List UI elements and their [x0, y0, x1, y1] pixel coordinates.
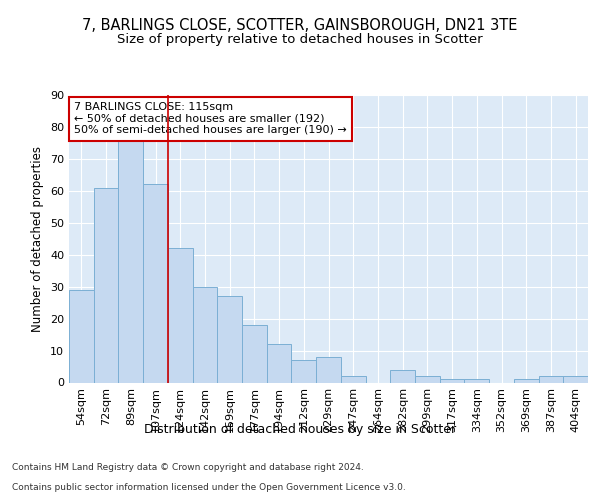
Bar [94, 188, 118, 382]
Bar [390, 370, 415, 382]
Bar [341, 376, 365, 382]
Text: Size of property relative to detached houses in Scotter: Size of property relative to detached ho… [117, 32, 483, 46]
Y-axis label: Number of detached properties: Number of detached properties [31, 146, 44, 332]
Bar [267, 344, 292, 383]
Bar [118, 140, 143, 382]
Bar [440, 380, 464, 382]
Bar [563, 376, 588, 382]
Bar [242, 325, 267, 382]
Bar [168, 248, 193, 382]
Text: 7, BARLINGS CLOSE, SCOTTER, GAINSBOROUGH, DN21 3TE: 7, BARLINGS CLOSE, SCOTTER, GAINSBOROUGH… [82, 18, 518, 32]
Text: 7 BARLINGS CLOSE: 115sqm
← 50% of detached houses are smaller (192)
50% of semi-: 7 BARLINGS CLOSE: 115sqm ← 50% of detach… [74, 102, 347, 136]
Text: Contains HM Land Registry data © Crown copyright and database right 2024.: Contains HM Land Registry data © Crown c… [12, 464, 364, 472]
Bar [217, 296, 242, 382]
Bar [292, 360, 316, 382]
Bar [415, 376, 440, 382]
Bar [539, 376, 563, 382]
Bar [193, 286, 217, 382]
Bar [514, 380, 539, 382]
Text: Contains public sector information licensed under the Open Government Licence v3: Contains public sector information licen… [12, 484, 406, 492]
Bar [464, 380, 489, 382]
Bar [69, 290, 94, 382]
Bar [316, 357, 341, 382]
Text: Distribution of detached houses by size in Scotter: Distribution of detached houses by size … [144, 422, 456, 436]
Bar [143, 184, 168, 382]
